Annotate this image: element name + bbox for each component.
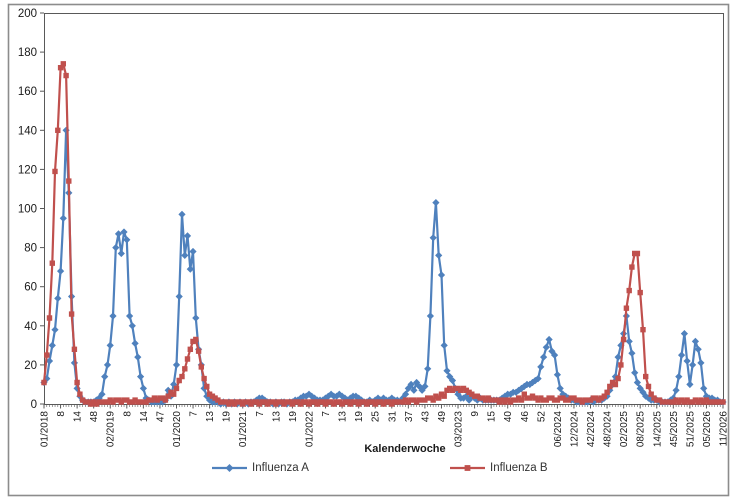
x-tick-label: 01/2020: [172, 411, 183, 448]
y-tick-label: 200: [18, 8, 37, 20]
x-tick-label: 13: [338, 411, 349, 423]
x-tick-label: 43: [420, 411, 431, 423]
x-tick-label: 7: [321, 411, 332, 417]
x-tick-label: 8: [122, 411, 133, 417]
x-tick-label: 02/2025: [619, 411, 630, 448]
x-tick-label: 11/2026: [719, 411, 730, 447]
x-tick-label: 48: [89, 411, 100, 423]
influenza-a-line-diamond-icon: [212, 464, 247, 472]
legend-label-influenza-a: Influenza A: [252, 462, 309, 474]
x-tick-label: 19: [222, 411, 233, 423]
x-tick-label: 14/2025: [652, 411, 663, 448]
x-tick-label: 8: [56, 411, 67, 417]
x-tick-label: 51/2025: [685, 411, 696, 448]
influenza-b-line-square-icon: [450, 465, 485, 471]
y-tick-label: 80: [24, 243, 37, 255]
x-tick-label: 9: [470, 411, 481, 417]
y-tick-label: 40: [24, 321, 37, 333]
x-tick-label: 01/2022: [304, 411, 315, 448]
x-tick-label: 14: [73, 411, 84, 423]
x-tick-label: 49: [437, 411, 448, 423]
y-tick-label: 120: [18, 164, 37, 176]
x-tick-label: 40: [503, 411, 514, 423]
x-tick-label: 14: [139, 411, 150, 423]
x-tick-label: 19: [354, 411, 365, 423]
chart-frame-border: [7, 3, 730, 497]
legend-item-influenza-b[interactable]: Influenza B: [449, 462, 548, 474]
x-tick-label: 48/2024: [603, 411, 614, 448]
legend-label-influenza-b: Influenza B: [490, 462, 548, 474]
x-tick-label: 05/2026: [702, 411, 713, 448]
y-tick-label: 60: [24, 282, 37, 294]
x-tick-label: 01/2018: [40, 411, 51, 448]
x-tick-label: 45/2025: [669, 411, 680, 448]
x-tick-label: 12/2024: [569, 411, 580, 448]
x-tick-label: 7: [255, 411, 266, 417]
x-tick-label: 03/2023: [454, 411, 465, 448]
x-tick-label: 13: [271, 411, 282, 423]
x-tick-label: 13: [205, 411, 216, 423]
x-tick-label: 47: [155, 411, 166, 423]
x-tick-label: 06/2024: [553, 411, 564, 448]
y-tick-label: 0: [31, 399, 37, 411]
x-tick-label: 15: [487, 411, 498, 423]
x-tick-label: 46: [520, 411, 531, 423]
x-tick-label: 02/2019: [106, 411, 117, 448]
y-tick-label: 140: [18, 125, 37, 137]
x-tick-label: 01/2021: [238, 411, 249, 448]
legend-item-influenza-a[interactable]: Influenza A: [211, 462, 309, 474]
plot-border: [44, 13, 724, 405]
x-tick-label: 42/2024: [586, 411, 597, 448]
x-tick-label: 52: [536, 411, 547, 423]
y-tick-label: 100: [18, 204, 37, 216]
x-tick-label: 08/2025: [636, 411, 647, 448]
x-tick-label: 19: [288, 411, 299, 423]
x-tick-label: 37: [404, 411, 415, 423]
x-tick-label: 31: [387, 411, 398, 423]
x-tick-label: 25: [371, 411, 382, 423]
y-tick-label: 160: [18, 86, 37, 98]
y-tick-label: 180: [18, 47, 37, 59]
x-axis-title: Kalenderwoche: [364, 443, 446, 455]
y-tick-label: 20: [24, 360, 37, 372]
x-tick-label: 7: [189, 411, 200, 417]
